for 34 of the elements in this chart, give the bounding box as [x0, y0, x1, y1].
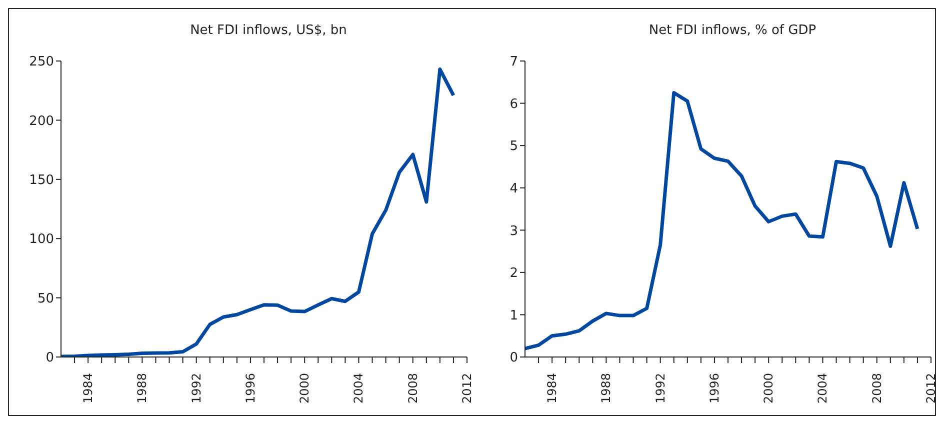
y-tick-label: 200 [29, 114, 54, 129]
y-tick-label: 50 [37, 291, 54, 306]
x-tick-label: 2000 [298, 373, 312, 404]
line-series [525, 90, 920, 350]
y-tick-label: 2 [510, 266, 518, 282]
x-tick-label: 1988 [135, 373, 150, 404]
y-tick-label: 7 [510, 54, 518, 70]
chart-title: Net FDI inflows, % of GDP [648, 23, 818, 38]
y-tick-label: 5 [510, 139, 518, 154]
x-tick-label: 2012 [460, 373, 474, 404]
y-tick-label: 6 [510, 96, 518, 112]
y-tick-label: 150 [29, 173, 54, 188]
x-tick-label: 2004 [352, 373, 366, 404]
x-tick-label: 1996 [243, 373, 258, 404]
y-tick-label: 1 [510, 308, 518, 324]
chart-title: Net FDI inflows, US$, bn [189, 23, 348, 38]
x-tick-label: 2008 [870, 373, 884, 404]
y-tick-label: 3 [510, 224, 518, 239]
line-series [61, 68, 456, 357]
x-tick-label: 1992 [189, 373, 204, 404]
x-tick-label: 1992 [653, 373, 668, 404]
y-tick-label: 250 [29, 54, 54, 70]
x-tick-label: 2000 [762, 373, 776, 404]
y-tick-label: 0 [510, 350, 518, 366]
y-tick-label: 100 [29, 232, 54, 248]
x-tick-label: 1984 [545, 373, 560, 404]
x-tick-label: 2012 [924, 373, 938, 404]
x-tick-label: 2008 [406, 373, 420, 404]
x-tick-label: 1988 [599, 373, 614, 404]
y-tick-label: 0 [46, 350, 54, 366]
x-tick-label: 1996 [707, 373, 722, 404]
x-tick-label: 2004 [816, 373, 830, 404]
y-tick-label: 4 [510, 181, 518, 196]
x-tick-label: 1984 [81, 373, 96, 404]
